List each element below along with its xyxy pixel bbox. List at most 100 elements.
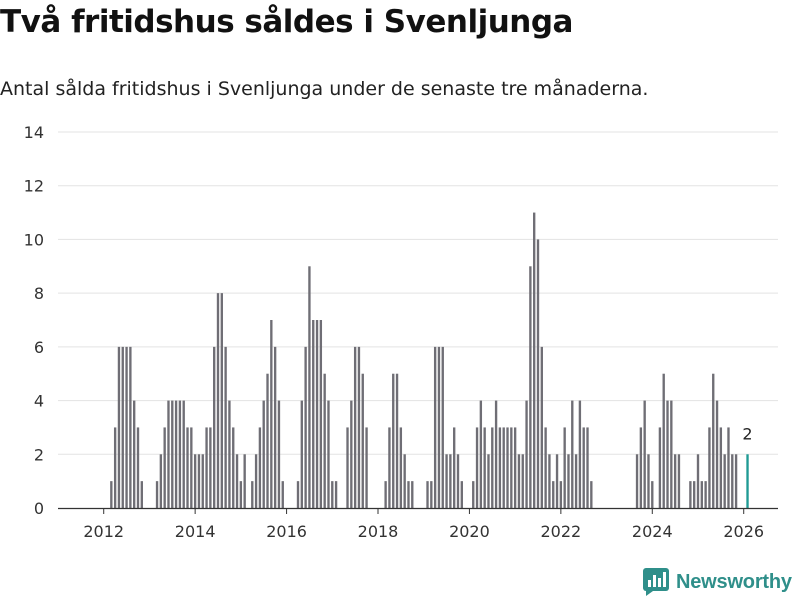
bar	[384, 481, 387, 508]
bar	[239, 481, 243, 508]
bar	[426, 481, 429, 508]
bar	[186, 427, 189, 508]
bar	[639, 427, 643, 508]
bar	[719, 427, 723, 508]
bar	[449, 454, 452, 508]
bar	[388, 427, 391, 508]
bar	[693, 481, 696, 508]
bar	[502, 427, 505, 508]
bar	[727, 427, 730, 508]
bar	[270, 320, 273, 508]
bar	[277, 400, 281, 508]
bar	[113, 427, 117, 508]
bar	[331, 481, 334, 508]
bar	[658, 427, 662, 508]
bar	[193, 454, 197, 508]
bar	[513, 427, 517, 508]
bar	[182, 400, 185, 508]
bar	[445, 454, 448, 508]
bar	[155, 481, 159, 508]
bar	[578, 400, 582, 508]
x-tick-label: 2022	[540, 522, 581, 541]
bar	[159, 454, 163, 508]
bar	[251, 481, 254, 508]
bar	[483, 427, 486, 508]
bar	[708, 427, 711, 508]
bar	[178, 400, 182, 508]
bar	[281, 481, 284, 508]
bar	[479, 400, 483, 508]
x-tick-label: 2014	[175, 522, 216, 541]
bar	[213, 346, 216, 508]
bar	[399, 427, 403, 508]
x-tick-label: 2016	[266, 522, 307, 541]
bar	[582, 427, 585, 508]
bar	[529, 266, 532, 508]
bar	[224, 346, 227, 508]
x-tick-label: 2026	[723, 522, 764, 541]
bar	[430, 481, 433, 508]
bar	[407, 481, 410, 508]
bar	[563, 427, 566, 508]
bar	[433, 346, 437, 508]
bar	[136, 427, 140, 508]
bar	[254, 454, 258, 508]
bar	[723, 454, 726, 508]
bar	[548, 454, 551, 508]
x-tick-label: 2020	[449, 522, 490, 541]
bar	[357, 346, 361, 508]
highlight-value-label: 2	[742, 424, 752, 443]
bar	[586, 427, 589, 508]
bar	[487, 454, 490, 508]
bar	[266, 373, 269, 508]
bar	[171, 400, 174, 508]
chart-title: Två fritidshus såldes i Svenljunga	[0, 4, 573, 40]
bar	[140, 481, 143, 508]
bar	[571, 400, 574, 508]
bar	[441, 346, 444, 508]
bar	[544, 427, 547, 508]
bar	[304, 346, 307, 508]
gridlines	[58, 131, 778, 455]
bar	[475, 427, 479, 508]
bar	[540, 346, 543, 508]
bar	[700, 481, 703, 508]
bar	[174, 400, 178, 508]
bar	[190, 427, 193, 508]
bar	[296, 481, 300, 508]
bar	[220, 293, 223, 508]
bar	[232, 427, 235, 508]
bar	[533, 212, 536, 508]
bar	[567, 454, 570, 508]
bar	[258, 427, 262, 508]
bar	[635, 454, 639, 508]
bar	[216, 293, 220, 508]
y-tick-label: 0	[34, 499, 44, 518]
bar	[334, 481, 338, 508]
bar	[651, 481, 654, 508]
y-tick-label: 8	[34, 284, 44, 303]
bar	[312, 320, 315, 508]
bar	[262, 400, 265, 508]
bar	[715, 400, 719, 508]
bar	[300, 400, 303, 508]
bar	[323, 373, 326, 508]
y-tick-label: 12	[24, 177, 44, 196]
bar	[205, 427, 208, 508]
brand-logo: Newsworthy	[643, 568, 792, 596]
bar	[121, 346, 124, 508]
newsworthy-logo-icon	[643, 568, 669, 596]
bar	[395, 373, 399, 508]
bar	[125, 346, 128, 508]
bar	[670, 400, 673, 508]
bar	[472, 481, 475, 508]
x-axis-tick-labels: 2012 2014 2016 2018 2020 2022 2024 2026	[83, 508, 764, 541]
bar	[662, 373, 665, 508]
bar	[437, 346, 441, 508]
bar	[521, 454, 524, 508]
bar	[273, 346, 277, 508]
bar	[243, 454, 246, 508]
bar	[498, 427, 502, 508]
x-tick-label: 2024	[632, 522, 673, 541]
